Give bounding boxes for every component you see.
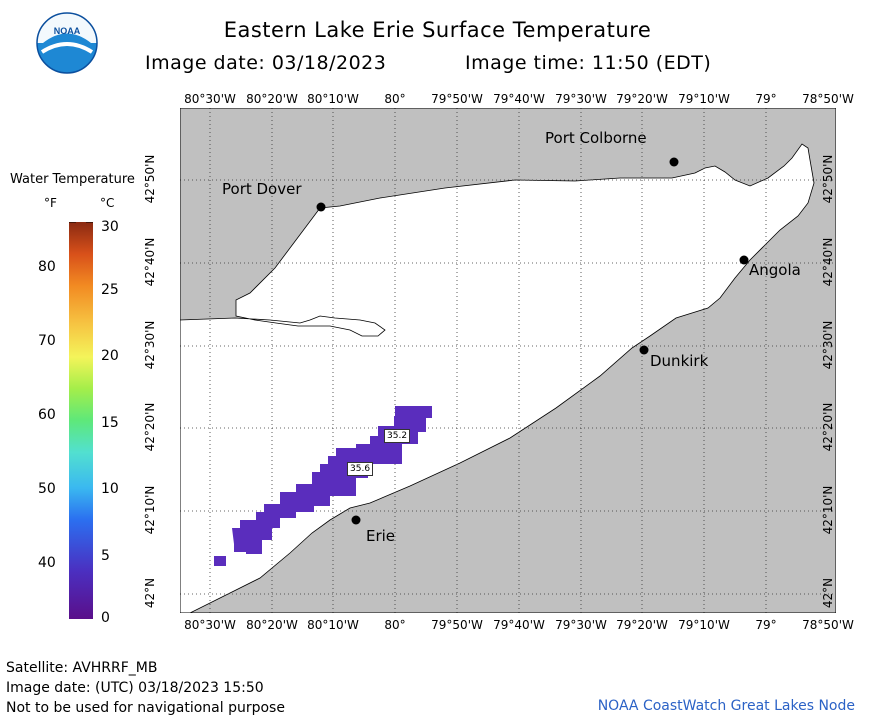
longitude-label-bottom: 79°40'W (493, 618, 545, 632)
legend-tick-fahrenheit: 60 (38, 407, 56, 423)
image-date: Image date: 03/18/2023 (145, 52, 387, 74)
legend-tick-fahrenheit: 80 (38, 259, 56, 275)
longitude-label-top: 79° (755, 92, 777, 106)
logo-text: NOAA (54, 26, 81, 36)
latitude-label-left: 42°40'N (143, 237, 157, 287)
longitude-label-bottom: 79°30'W (555, 618, 607, 632)
longitude-label-top: 80°10'W (307, 92, 359, 106)
legend-unit-fahrenheit: °F (44, 196, 57, 210)
latitude-label-right: 42°50'N (821, 154, 835, 204)
port-colborne-marker (669, 157, 679, 167)
dunkirk-marker (639, 345, 649, 355)
city-markers (316, 157, 749, 525)
longitude-label-bottom: 80°10'W (307, 618, 359, 632)
legend-tick-celsius: 5 (101, 548, 110, 564)
longitude-label-bottom: 80°30'W (184, 618, 236, 632)
longitude-label-top: 79°50'W (431, 92, 483, 106)
color-scale-bar (69, 222, 93, 619)
legend-tick-celsius: 30 (101, 219, 119, 235)
longitude-label-top: 80° (384, 92, 406, 106)
legend-title: Water Temperature (10, 172, 135, 187)
longitude-label-bottom: 80° (384, 618, 406, 632)
longitude-label-bottom: 79°20'W (616, 618, 668, 632)
longitude-label-top: 80°30'W (184, 92, 236, 106)
latitude-label-right: 42°30'N (821, 320, 835, 370)
city-label-port-dover: Port Dover (222, 180, 302, 198)
city-label-dunkirk: Dunkirk (650, 352, 709, 370)
noaa-logo: NOAA (36, 12, 98, 74)
latitude-label-right: 42°N (821, 577, 835, 609)
legend-tick-fahrenheit: 40 (38, 555, 56, 571)
city-label-angola: Angola (749, 261, 801, 279)
legend-tick-celsius: 0 (101, 610, 110, 626)
footer-disclaimer: Not to be used for navigational purpose (6, 700, 285, 716)
longitude-label-bottom: 79°50'W (431, 618, 483, 632)
longitude-label-bottom: 79° (755, 618, 777, 632)
temperature-label-1: 35.2 (384, 429, 411, 443)
longitude-label-top: 79°40'W (493, 92, 545, 106)
latitude-label-right: 42°40'N (821, 237, 835, 287)
longitude-label-bottom: 78°50'W (802, 618, 854, 632)
latitude-label-left: 42°30'N (143, 320, 157, 370)
latitude-label-left: 42°N (143, 577, 157, 609)
footer-credit: NOAA CoastWatch Great Lakes Node (597, 698, 855, 714)
legend-tick-celsius: 10 (101, 481, 119, 497)
longitude-label-top: 80°20'W (246, 92, 298, 106)
page-title: Eastern Lake Erie Surface Temperature (223, 18, 652, 42)
legend-tick-celsius: 15 (101, 415, 119, 431)
city-label-erie: Erie (366, 527, 396, 545)
longitude-label-bottom: 80°20'W (246, 618, 298, 632)
legend-unit-celsius: °C (100, 196, 115, 210)
city-label-port-colborne: Port Colborne (545, 129, 647, 147)
latitude-label-left: 42°20'N (143, 402, 157, 452)
erie-marker (351, 515, 361, 525)
longitude-label-bottom: 79°10'W (678, 618, 730, 632)
map[interactable] (180, 108, 836, 613)
legend-tick-fahrenheit: 50 (38, 481, 56, 497)
longitude-label-top: 78°50'W (802, 92, 854, 106)
legend-tick-fahrenheit: 70 (38, 333, 56, 349)
latitude-label-left: 42°50'N (143, 154, 157, 204)
legend-tick-celsius: 25 (101, 282, 119, 298)
graticule (180, 108, 836, 613)
temperature-label-2: 35.6 (347, 462, 374, 476)
temperature-data-region (214, 406, 432, 566)
angola-marker (739, 255, 749, 265)
latitude-label-right: 42°20'N (821, 402, 835, 452)
longitude-label-top: 79°30'W (555, 92, 607, 106)
footer-satellite: Satellite: AVHRRF_MB (6, 660, 158, 676)
longitude-label-top: 79°10'W (678, 92, 730, 106)
footer-utc-date: Image date: (UTC) 03/18/2023 15:50 (6, 680, 264, 696)
latitude-label-left: 42°10'N (143, 485, 157, 535)
longitude-label-top: 79°20'W (616, 92, 668, 106)
legend-tick-celsius: 20 (101, 348, 119, 364)
latitude-label-right: 42°10'N (821, 485, 835, 535)
port-dover-marker (316, 202, 326, 212)
image-time: Image time: 11:50 (EDT) (465, 52, 712, 74)
